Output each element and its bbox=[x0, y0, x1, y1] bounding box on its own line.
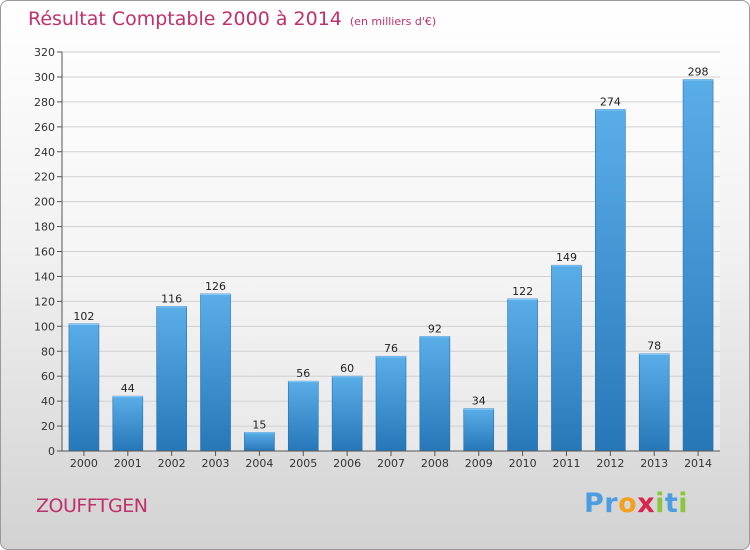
y-tick-label: 300 bbox=[34, 71, 55, 84]
bar-2010 bbox=[507, 298, 538, 452]
x-tick-label: 2003 bbox=[202, 457, 230, 470]
x-tick-label: 2002 bbox=[158, 457, 186, 470]
bar-value-label: 274 bbox=[600, 95, 621, 108]
y-tick-label: 200 bbox=[34, 196, 55, 209]
x-tick-label: 2014 bbox=[684, 457, 712, 470]
bar-value-label: 126 bbox=[205, 280, 226, 293]
logo-letter: r bbox=[604, 488, 619, 519]
chart-title-main: Résultat Comptable 2000 à 2014 bbox=[28, 8, 342, 30]
y-tick-label: 0 bbox=[48, 445, 55, 458]
proxiti-logo: Proxiti bbox=[584, 488, 688, 519]
bar-value-label: 44 bbox=[121, 382, 135, 395]
bar-value-label: 122 bbox=[512, 285, 533, 298]
bar-2000 bbox=[68, 323, 100, 452]
y-tick-label: 260 bbox=[34, 121, 55, 134]
x-tick-label: 2005 bbox=[289, 457, 317, 470]
bar-value-label: 116 bbox=[161, 292, 182, 305]
bar-2007 bbox=[375, 355, 407, 452]
bar-value-label: 56 bbox=[296, 367, 310, 380]
x-tick-label: 2006 bbox=[333, 457, 361, 470]
y-tick-label: 80 bbox=[41, 345, 55, 358]
bar-value-label: 76 bbox=[384, 342, 398, 355]
bar-2014 bbox=[682, 79, 714, 452]
town-name: ZOUFFTGEN bbox=[36, 495, 148, 517]
bar-2008 bbox=[419, 335, 451, 452]
y-tick-label: 160 bbox=[34, 246, 55, 259]
bar-value-label: 34 bbox=[472, 395, 486, 408]
y-tick-label: 60 bbox=[41, 370, 55, 383]
bar-2012 bbox=[595, 109, 626, 452]
y-tick-label: 240 bbox=[34, 146, 55, 159]
bar-2002 bbox=[156, 306, 187, 452]
bar-2009 bbox=[463, 408, 495, 452]
bar-value-label: 92 bbox=[428, 322, 442, 335]
logo-letter: t bbox=[664, 488, 679, 519]
bar-value-label: 298 bbox=[688, 65, 709, 78]
bar-2003 bbox=[200, 293, 231, 452]
logo-letter: x bbox=[637, 488, 656, 519]
y-tick-label: 220 bbox=[34, 171, 55, 184]
bar-2004 bbox=[244, 431, 275, 452]
bar-value-label: 15 bbox=[252, 418, 266, 431]
x-tick-label: 2009 bbox=[465, 457, 493, 470]
x-tick-label: 2010 bbox=[509, 457, 537, 470]
logo-letter: i bbox=[678, 488, 689, 519]
bar-2013 bbox=[638, 353, 670, 452]
bar-2005 bbox=[287, 380, 319, 452]
y-tick-label: 120 bbox=[34, 295, 55, 308]
x-tick-label: 2011 bbox=[552, 457, 580, 470]
y-tick-label: 140 bbox=[34, 270, 55, 283]
y-tick-label: 40 bbox=[41, 395, 55, 408]
logo-letter: P bbox=[584, 488, 605, 519]
bar-2011 bbox=[551, 264, 582, 452]
x-tick-label: 2001 bbox=[114, 457, 142, 470]
y-tick-label: 320 bbox=[34, 46, 55, 59]
logo-letter: i bbox=[655, 488, 665, 519]
bar-value-label: 78 bbox=[647, 340, 661, 353]
x-tick-label: 2004 bbox=[245, 457, 273, 470]
y-tick-label: 20 bbox=[41, 420, 55, 433]
bar-2006 bbox=[331, 375, 363, 452]
bar-value-label: 102 bbox=[73, 310, 94, 323]
y-tick-label: 180 bbox=[34, 221, 55, 234]
chart-title: Résultat Comptable 2000 à 2014 (en millie… bbox=[28, 8, 436, 30]
x-tick-label: 2013 bbox=[640, 457, 668, 470]
x-tick-label: 2008 bbox=[421, 457, 449, 470]
chart-title-unit: (en milliers d'€) bbox=[349, 15, 437, 28]
x-tick-label: 2000 bbox=[70, 457, 98, 470]
y-tick-label: 280 bbox=[34, 96, 55, 109]
x-tick-label: 2007 bbox=[377, 457, 405, 470]
bar-value-label: 60 bbox=[340, 362, 354, 375]
bar-value-label: 149 bbox=[556, 251, 577, 264]
logo-letter: o bbox=[618, 488, 638, 519]
bar-2001 bbox=[112, 395, 144, 452]
y-tick-label: 100 bbox=[34, 320, 55, 333]
x-tick-label: 2012 bbox=[596, 457, 624, 470]
